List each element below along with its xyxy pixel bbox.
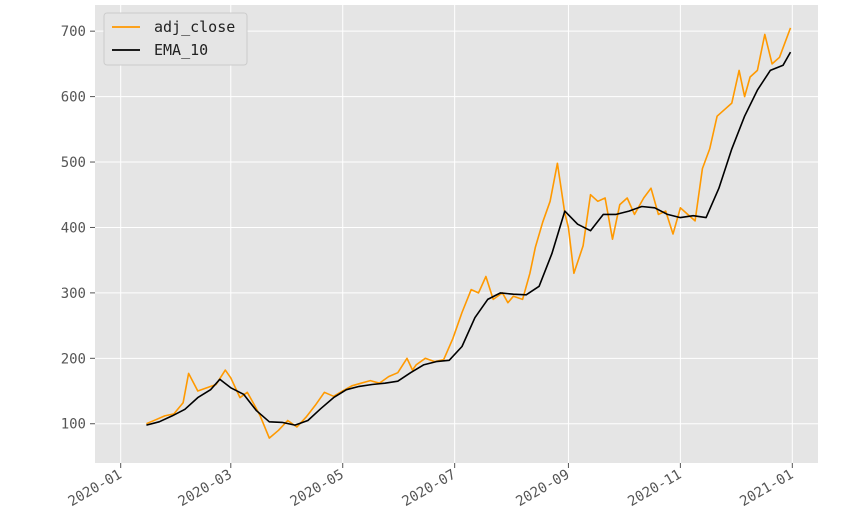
y-tick-label: 500 [61, 155, 86, 171]
x-tick-label: 2020-09 [513, 467, 572, 510]
x-tick-label: 2020-03 [176, 467, 235, 510]
y-tick-label: 400 [61, 220, 86, 236]
y-tick-label: 200 [61, 351, 86, 367]
legend-label: EMA_10 [154, 41, 208, 59]
x-tick-label: 2020-11 [625, 467, 684, 510]
y-tick-label: 600 [61, 90, 86, 106]
plot-background [95, 5, 818, 463]
legend-box [103, 12, 248, 66]
y-tick-label: 100 [61, 417, 86, 433]
y-tick-label: 700 [61, 24, 86, 40]
x-tick-label: 2020-05 [288, 467, 347, 510]
series-line-ema-10 [146, 51, 792, 426]
series-lines [146, 27, 792, 439]
x-tick-label: 2020-07 [400, 467, 459, 510]
y-tick-label: 300 [61, 286, 86, 302]
legend-label: adj_close [154, 18, 235, 36]
x-tick-label: 2020-01 [66, 467, 125, 510]
legend: adj_close EMA_10 [103, 12, 248, 66]
x-tick-label: 2021-01 [737, 467, 796, 510]
grid-lines [95, 5, 818, 463]
